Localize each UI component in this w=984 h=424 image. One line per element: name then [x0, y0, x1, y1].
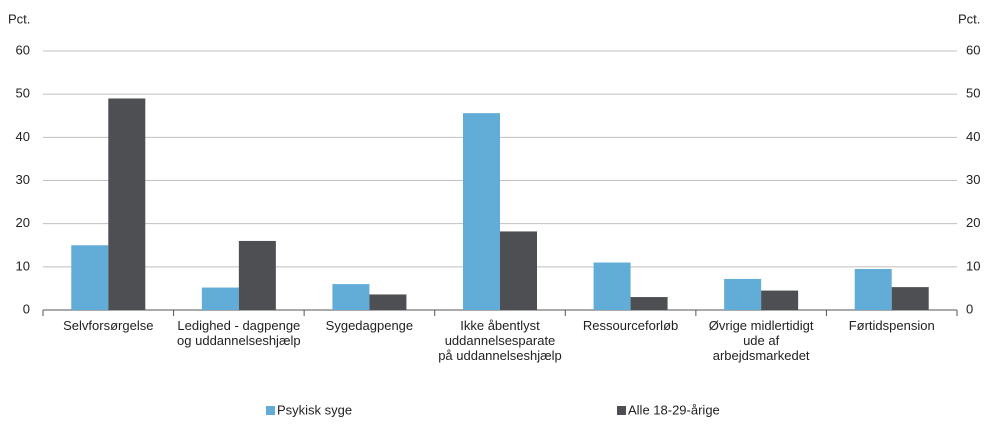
y-tick-label: 30: [16, 172, 30, 187]
x-tick-label: Ressourceforløb: [582, 318, 679, 333]
bar: [71, 245, 109, 310]
y2-tick-label: 0: [966, 301, 973, 316]
bar: [108, 98, 146, 310]
bar: [201, 287, 239, 310]
bar: [500, 231, 537, 310]
bar: [593, 262, 631, 310]
y-tick-label: 10: [16, 258, 30, 273]
x-tick-label: Selvforsørgelse: [63, 318, 154, 333]
bar: [891, 287, 929, 310]
y-tick-label: 60: [16, 42, 30, 57]
y2-tick-label: 10: [966, 258, 980, 273]
bar: [854, 268, 892, 310]
y-tick-label: 20: [16, 215, 30, 230]
legend-label: Psykisk syge: [277, 402, 352, 417]
bar: [463, 113, 500, 310]
y2-tick-label: 50: [966, 86, 980, 101]
y-tick-label: 50: [16, 86, 30, 101]
y2-axis-label: Pct.: [958, 11, 980, 26]
legend-swatch: [266, 406, 275, 415]
bar: [238, 240, 276, 310]
bar: [630, 297, 668, 310]
x-tick-label: Førtidspension: [848, 318, 935, 333]
y-axis-label: Pct.: [8, 11, 30, 26]
bar: [761, 290, 799, 310]
legend-swatch: [617, 406, 626, 415]
bar: [369, 294, 407, 310]
y2-tick-label: 20: [966, 215, 980, 230]
y2-tick-label: 60: [966, 42, 980, 57]
y2-tick-label: 30: [966, 172, 980, 187]
bar: [724, 278, 762, 310]
x-tick-label: Sygedagpenge: [325, 318, 414, 333]
x-tick-label: Ikke åbentlyst uddannelsesparate på udda…: [438, 318, 562, 363]
y2-tick-label: 40: [966, 129, 980, 144]
x-tick-label: Ledighed - dagpenge og uddannelseshjælp: [177, 318, 301, 348]
bar: [332, 284, 370, 310]
legend-label: Alle 18-29-årige: [628, 402, 720, 417]
x-tick-label: Øvrige midlertidigt ude af arbejdsmarked…: [708, 318, 814, 363]
y-tick-label: 0: [23, 301, 30, 316]
y-tick-label: 40: [16, 129, 30, 144]
